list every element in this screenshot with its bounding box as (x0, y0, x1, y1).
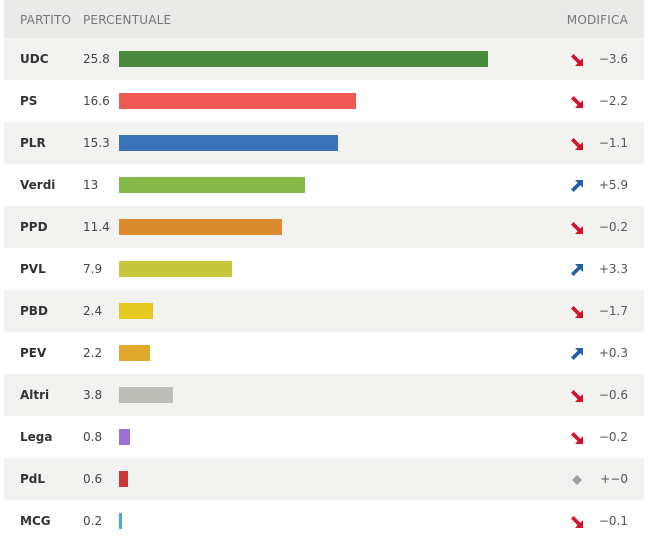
table-row: PS 16.6 −2.2 (4, 80, 644, 122)
table-row: Verdi 13 +5.9 (4, 164, 644, 206)
table-row: PLR 15.3 −1.1 (4, 122, 644, 164)
table-row: Lega 0.8 −0.2 (4, 416, 644, 458)
change-label: −2.2 (598, 94, 628, 108)
table-row: PBD 2.4 −1.7 (4, 290, 644, 332)
party-name: Verdi (20, 178, 56, 192)
bar (119, 93, 357, 109)
change-label: +5.9 (598, 178, 628, 192)
change-label: −0.2 (598, 220, 628, 234)
value-label: 0.6 (83, 472, 103, 486)
table-row: Altri 3.8 −0.6 (4, 374, 644, 416)
value-label: 11.4 (83, 220, 110, 234)
bar (119, 261, 232, 277)
change-label: +3.3 (598, 262, 628, 276)
arrow-down-icon (570, 514, 584, 528)
party-name: PS (20, 94, 38, 108)
value-label: 13 (83, 178, 99, 192)
bar (119, 513, 122, 529)
party-name: UDC (20, 52, 49, 66)
value-label: 2.4 (83, 304, 103, 318)
arrow-up-icon (570, 346, 584, 360)
party-name: MCG (20, 514, 51, 528)
party-name: PVL (20, 262, 46, 276)
arrow-down-icon (570, 388, 584, 402)
change-label: −1.7 (598, 304, 628, 318)
table-header: PARTITO PERCENTUALE MODIFICA (4, 0, 644, 38)
party-name: Altri (20, 388, 50, 402)
bar (119, 471, 128, 487)
party-name: PLR (20, 136, 46, 150)
party-name: Lega (20, 430, 53, 444)
arrow-down-icon (570, 304, 584, 318)
arrow-up-icon (570, 262, 584, 276)
table-row: PVL 7.9 +3.3 (4, 248, 644, 290)
bar (119, 51, 488, 67)
results-table: PARTITO PERCENTUALE MODIFICA UDC 25.8 −3.6… (4, 0, 644, 542)
table-row: PPD 11.4 −0.2 (4, 206, 644, 248)
bar (119, 219, 283, 235)
change-label: +0.3 (598, 346, 628, 360)
header-party: PARTITO (20, 13, 72, 27)
arrow-down-icon (570, 94, 584, 108)
change-label: −0.2 (598, 430, 628, 444)
bar (119, 303, 154, 319)
table-row: PdL 0.6 +−0 (4, 458, 644, 500)
table-row: PEV 2.2 +0.3 (4, 332, 644, 374)
header-change: MODIFICA (566, 13, 628, 27)
value-label: 2.2 (83, 346, 103, 360)
party-name: PBD (20, 304, 48, 318)
table-body: UDC 25.8 −3.6 PS 16.6 −2.2 PLR 15.3 −1.1 Verdi 13 +… (4, 38, 644, 542)
value-label: 3.8 (83, 388, 103, 402)
arrow-down-icon (570, 136, 584, 150)
header-percent: PERCENTUALE (83, 13, 172, 27)
change-label: +−0 (600, 472, 628, 486)
change-label: −3.6 (598, 52, 628, 66)
bar (119, 177, 305, 193)
change-label: −0.6 (598, 388, 628, 402)
table-row: UDC 25.8 −3.6 (4, 38, 644, 80)
arrow-down-icon (570, 220, 584, 234)
arrow-up-icon (570, 178, 584, 192)
value-label: 16.6 (83, 94, 110, 108)
party-name: PPD (20, 220, 48, 234)
bar (119, 387, 174, 403)
value-label: 7.9 (83, 262, 103, 276)
arrow-down-icon (570, 430, 584, 444)
party-name: PEV (20, 346, 47, 360)
bar (119, 135, 338, 151)
table-row: MCG 0.2 −0.1 (4, 500, 644, 542)
bar (119, 429, 131, 445)
diamond-icon (570, 472, 584, 486)
change-label: −1.1 (598, 136, 628, 150)
value-label: 25.8 (83, 52, 110, 66)
value-label: 0.8 (83, 430, 103, 444)
value-label: 0.2 (83, 514, 103, 528)
change-label: −0.1 (598, 514, 628, 528)
arrow-down-icon (570, 52, 584, 66)
value-label: 15.3 (83, 136, 110, 150)
party-name: PdL (20, 472, 46, 486)
bar (119, 345, 151, 361)
